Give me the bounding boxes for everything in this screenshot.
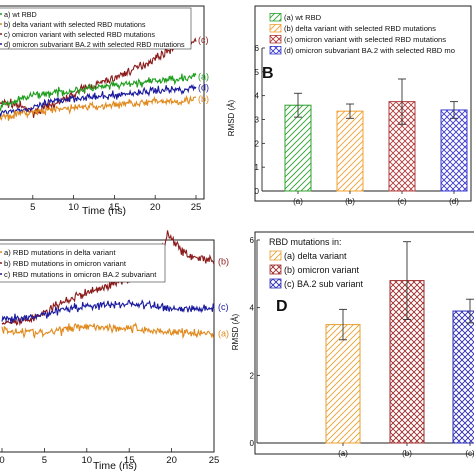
legend-entry: (c) BA.2 sub variant bbox=[284, 279, 364, 289]
series-c-line bbox=[1, 299, 215, 324]
panel-b: (a) wt RBD (b) delta variant with selecte… bbox=[227, 5, 472, 206]
legend-entry: (a) delta variant bbox=[284, 251, 347, 261]
y-tick-label: 3 bbox=[255, 116, 260, 125]
x-tick-label: 5 bbox=[30, 202, 35, 213]
series-tag-d: (d) bbox=[198, 83, 209, 93]
legend-entry: a) RBD mutations in delta variant bbox=[4, 248, 116, 257]
legend-swatch bbox=[269, 23, 282, 33]
legend-entry: b) delta variant with selected RBD mutat… bbox=[4, 20, 146, 29]
panel-b-frame bbox=[254, 5, 472, 202]
panel-a-x-ticks: 5 10 15 20 25 bbox=[30, 195, 201, 213]
x-tick-label: 5 bbox=[42, 455, 47, 466]
panel-b-ylabel: RMSD (Å) bbox=[227, 99, 236, 136]
x-tick-label: 20 bbox=[166, 455, 177, 466]
series-tag-b: (b) bbox=[198, 94, 209, 104]
y-tick-label: 4 bbox=[255, 92, 260, 101]
x-tick-label: 25 bbox=[191, 202, 202, 213]
panel-a: (c) (a) (d)(b) 5 10 15 20 25 Time (ns) a) wt R… bbox=[0, 5, 209, 217]
bar-d bbox=[440, 109, 468, 192]
y-tick-label: 0 bbox=[255, 187, 260, 196]
panel-c-series: (b) (c) (a) bbox=[1, 230, 229, 340]
panel-a-xlabel: Time (ns) bbox=[82, 205, 126, 217]
panel-d-label: D bbox=[276, 298, 288, 315]
x-tick-label: (a) bbox=[338, 449, 348, 458]
panel-d-frame bbox=[254, 231, 474, 455]
bar-a bbox=[325, 324, 361, 444]
y-tick-label: 4 bbox=[250, 304, 255, 313]
series-a-line bbox=[1, 322, 215, 340]
panel-b-bars: 0 1 2 3 4 5 6 (a) (b) (c) (d) bbox=[255, 44, 468, 206]
panel-d-legend: RBD mutations in: (a) delta variant (b) om… bbox=[269, 237, 364, 289]
panel-c: (b) (c) (a) 0 5 10 15 20 25 Time (ns) a) RBD mu… bbox=[0, 230, 229, 472]
legend-swatch bbox=[269, 46, 282, 55]
series-c-line bbox=[0, 37, 197, 118]
legend-entry: c) RBD mutations in omicron BA.2 subvari… bbox=[4, 270, 157, 279]
x-tick-label: 0 bbox=[0, 455, 5, 466]
y-tick-label: 0 bbox=[250, 439, 255, 448]
x-tick-label: (c) bbox=[397, 197, 407, 206]
panel-b-label: B bbox=[262, 65, 274, 82]
x-tick-label: 20 bbox=[150, 202, 161, 213]
bar-b bbox=[336, 110, 364, 192]
series-d-line bbox=[0, 83, 197, 119]
panel-d-bars: 0 2 4 6 (a) (b) (c) bbox=[250, 236, 474, 458]
x-tick-label: 25 bbox=[209, 455, 220, 466]
legend-swatch bbox=[269, 12, 282, 22]
x-tick-label: 10 bbox=[68, 202, 79, 213]
panel-c-x-ticks: 0 5 10 15 20 25 bbox=[0, 448, 219, 466]
x-tick-label: (c) bbox=[465, 449, 474, 458]
series-tag-a: (a) bbox=[198, 71, 209, 81]
panel-b-legend: (a) wt RBD (b) delta variant with selecte… bbox=[269, 12, 455, 55]
series-tag-a: (a) bbox=[218, 329, 229, 339]
panel-a-series: (c) (a) (d)(b) bbox=[0, 35, 209, 121]
panel-d-ylabel: RMSD (Å) bbox=[231, 313, 240, 350]
x-tick-label: (d) bbox=[449, 197, 459, 206]
panel-c-frame bbox=[0, 239, 215, 453]
panel-a-legend-box bbox=[0, 7, 192, 50]
legend-entry: c) omicron variant with selected RBD mut… bbox=[4, 30, 155, 39]
bar-a bbox=[284, 104, 312, 192]
x-tick-label: (a) bbox=[293, 197, 303, 206]
legend-entry: (a) wt RBD bbox=[284, 13, 322, 22]
legend-swatch bbox=[269, 35, 282, 44]
series-a-line bbox=[0, 72, 197, 112]
legend-entry: d) omicron subvariant BA.2 with selected… bbox=[4, 40, 185, 49]
y-tick-label: 1 bbox=[255, 163, 260, 172]
y-tick-label: 5 bbox=[255, 68, 260, 77]
y-tick-label: 6 bbox=[250, 236, 255, 245]
bar-c bbox=[452, 310, 474, 444]
series-tag-b: (b) bbox=[218, 257, 229, 267]
series-b-line bbox=[0, 94, 197, 121]
legend-entry: (b) delta variant with selected RBD muta… bbox=[284, 24, 436, 33]
legend-title: RBD mutations in: bbox=[269, 237, 342, 247]
legend-swatch bbox=[269, 264, 282, 275]
legend-entry: a) wt RBD bbox=[4, 10, 37, 19]
legend-entry: (c) omicron variant with selected RBD mu… bbox=[284, 35, 446, 44]
series-tag-c: (c) bbox=[218, 302, 229, 312]
panel-a-frame bbox=[0, 5, 205, 200]
x-tick-label: 10 bbox=[82, 455, 93, 466]
legend-swatch bbox=[269, 278, 282, 289]
x-tick-label: (b) bbox=[345, 197, 355, 206]
legend-swatch bbox=[269, 250, 282, 261]
legend-entry: b) RBD mutations in omicron variant bbox=[4, 259, 127, 268]
panel-c-xlabel: Time (ns) bbox=[93, 460, 137, 472]
panel-c-legend: a) RBD mutations in delta variant b) RBD … bbox=[0, 248, 157, 279]
panel-d: RBD mutations in: (a) delta variant (b) om… bbox=[231, 231, 474, 458]
x-tick-label: 15 bbox=[109, 202, 120, 213]
y-tick-label: 2 bbox=[250, 371, 255, 380]
x-tick-label: (b) bbox=[402, 449, 412, 458]
x-tick-label: 15 bbox=[124, 455, 135, 466]
legend-entry: (d) omicron subvariant BA.2 with selecte… bbox=[284, 46, 455, 55]
y-tick-label: 6 bbox=[255, 44, 260, 53]
legend-entry: (b) omicron variant bbox=[284, 265, 360, 275]
y-tick-label: 2 bbox=[255, 139, 260, 148]
panel-c-legend-box bbox=[0, 243, 166, 283]
series-tag-c: (c) bbox=[198, 35, 209, 45]
